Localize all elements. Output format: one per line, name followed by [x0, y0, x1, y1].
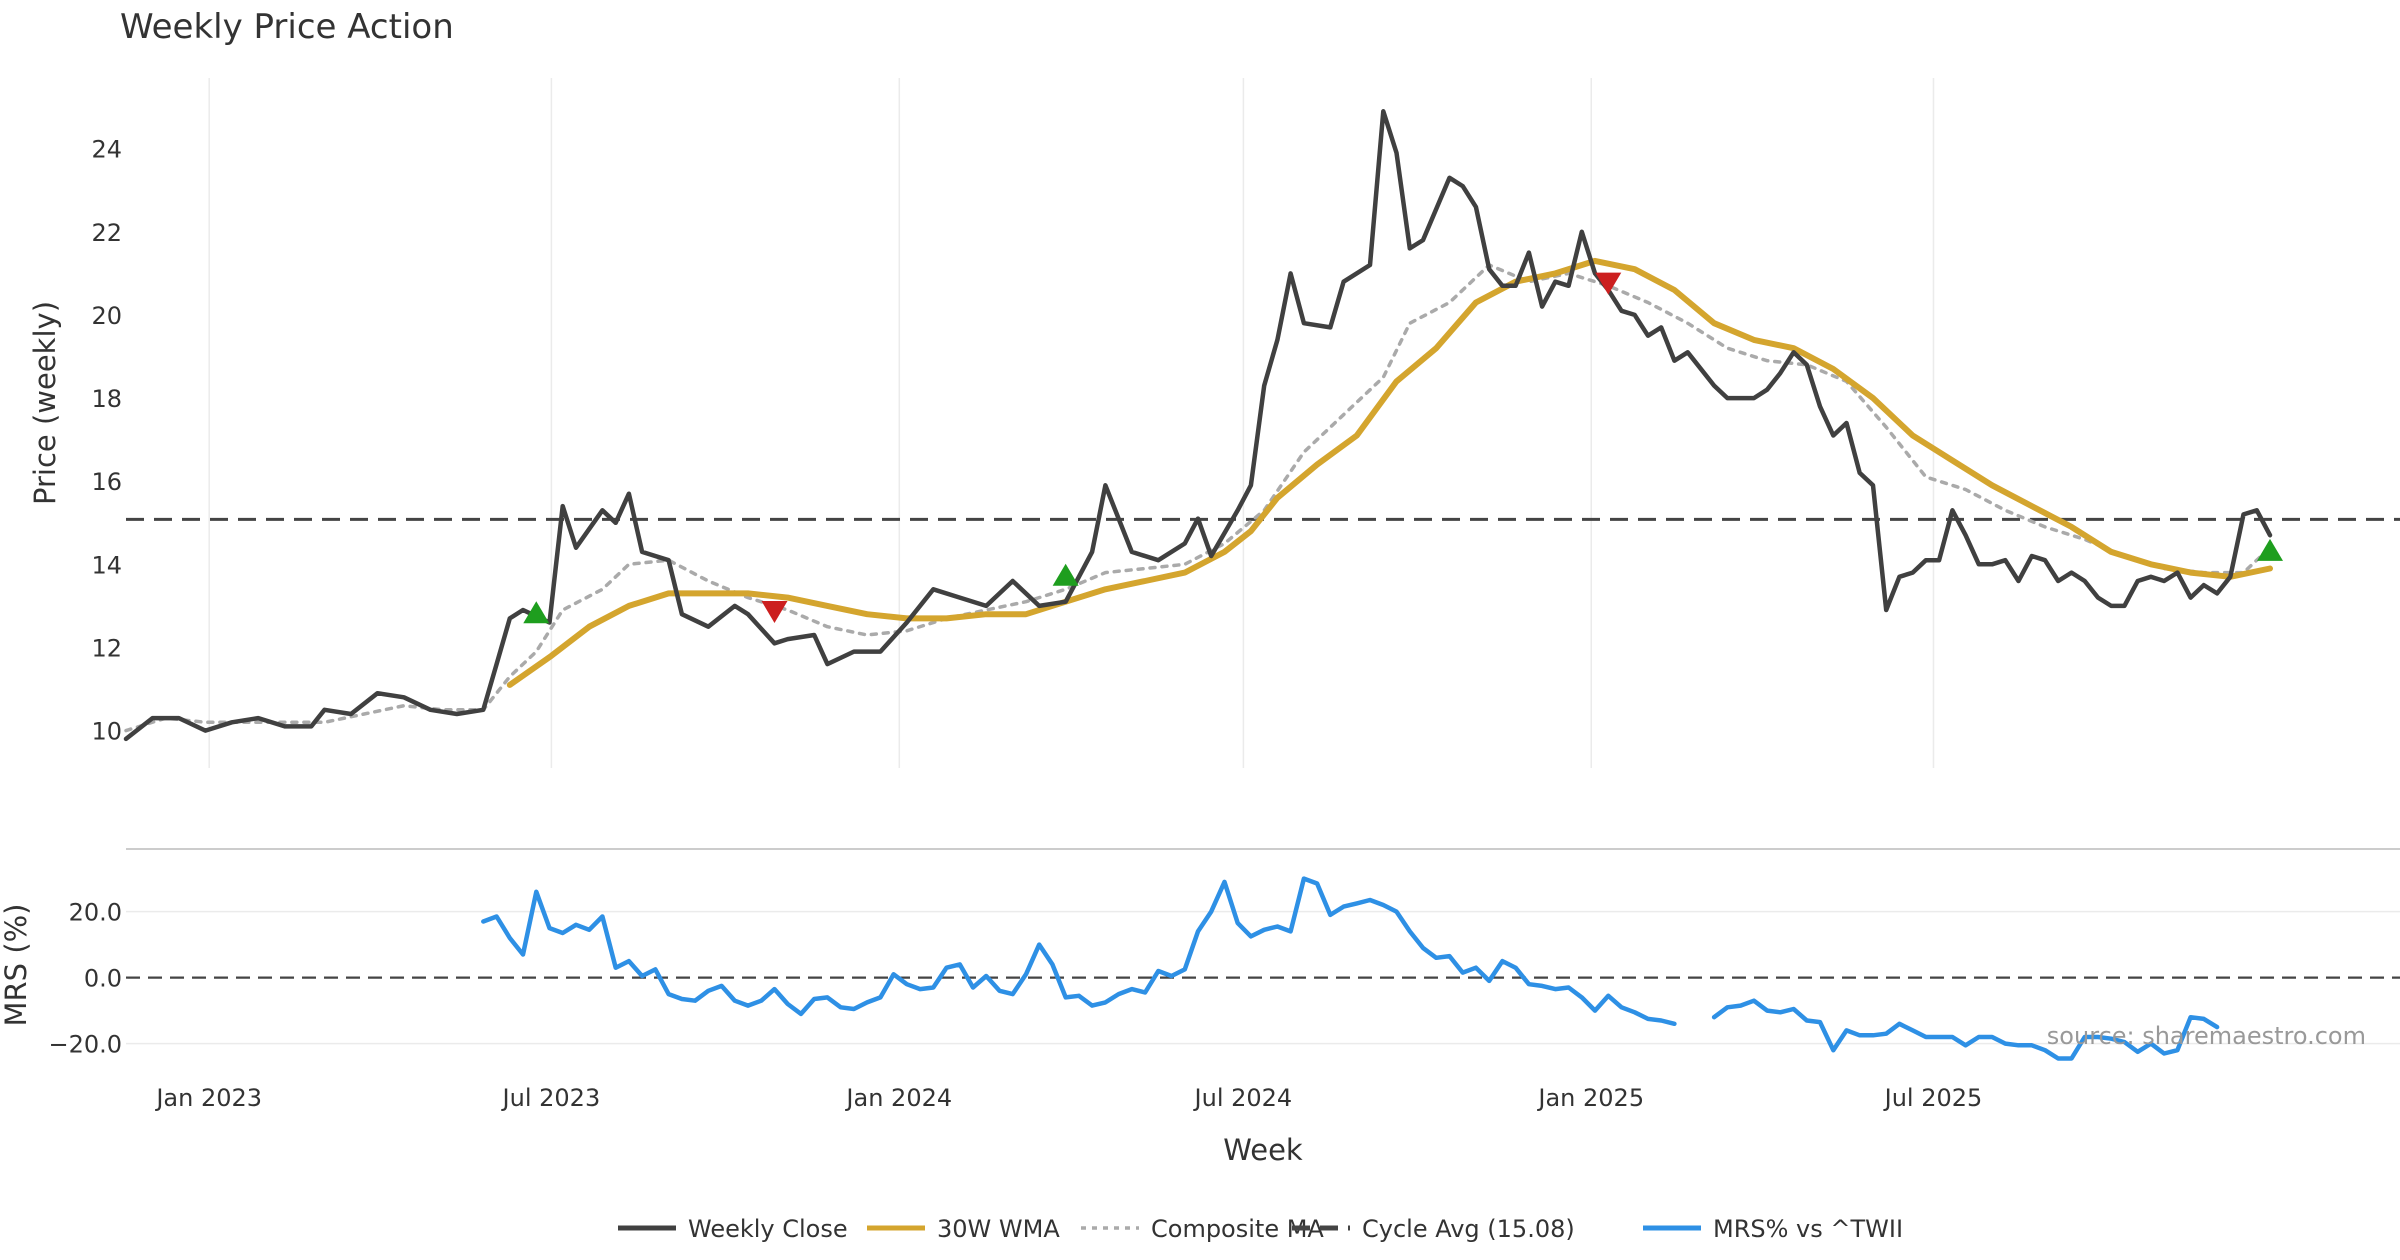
buy-signal-marker-4 [2257, 538, 2283, 561]
legend-label-0: Weekly Close [688, 1215, 848, 1243]
price-y-tick-7: 24 [91, 136, 122, 164]
mrs-y-tick-1: 0.0 [84, 965, 122, 993]
x-tick-label-1: Jul 2023 [501, 1084, 601, 1112]
x-tick-label-3: Jul 2024 [1193, 1084, 1293, 1112]
price-y-tick-6: 22 [91, 219, 122, 247]
series-mrs-segment-0 [481, 876, 1677, 1027]
series-weekly-close [123, 109, 2273, 742]
mrs-y-ticks: 20.0 0.0 −20.0 [48, 899, 2400, 1059]
x-tick-label-0: Jan 2023 [154, 1084, 262, 1112]
mrs-series [481, 876, 2220, 1061]
buy-signal-marker-0 [523, 601, 550, 624]
x-tick-label-2: Jan 2024 [844, 1084, 952, 1112]
price-y-tick-0: 10 [91, 718, 122, 746]
price-y-tick-2: 14 [91, 551, 122, 579]
series-mrs-segment-1 [1711, 998, 2220, 1061]
x-axis-ticks: Jan 2023 Jul 2023 Jan 2024 Jul 2024 Jan 2025… [154, 1084, 1982, 1112]
mrs-y-tick-2: −20.0 [48, 1031, 122, 1059]
sell-signal-marker-1 [761, 601, 788, 624]
legend-label-4: MRS% vs ^TWII [1713, 1215, 1903, 1243]
mrs-y-tick-0: 20.0 [69, 899, 122, 927]
legend-label-1: 30W WMA [937, 1215, 1060, 1243]
price-gridlines [208, 78, 1935, 768]
price-y-ticks: 10 12 14 16 18 20 22 24 [91, 136, 122, 746]
price-y-tick-3: 16 [91, 468, 122, 496]
series-composite-ma [124, 263, 2272, 733]
mrs-y-axis-label: MRS (%) [0, 904, 33, 1027]
series-30w-wma [506, 257, 2273, 688]
signal-markers [523, 272, 2283, 624]
source-note: source: sharemaestro.com [2047, 1022, 2366, 1050]
x-tick-label-5: Jul 2025 [1883, 1084, 1983, 1112]
sell-signal-marker-3 [1595, 272, 1622, 295]
price-y-tick-1: 12 [91, 634, 122, 662]
chart-title: Weekly Price Action [120, 7, 454, 47]
price-y-tick-4: 18 [91, 385, 122, 413]
x-axis-label: Week [1223, 1133, 1303, 1167]
price-y-tick-5: 20 [91, 302, 122, 330]
x-tick-label-4: Jan 2025 [1536, 1084, 1644, 1112]
legend-label-3: Cycle Avg (15.08) [1362, 1215, 1575, 1243]
price-series [123, 109, 2400, 742]
chart-legend: Weekly Close 30W WMA Composite MA Cycle Avg… [618, 1215, 1903, 1243]
buy-signal-marker-2 [1052, 563, 1079, 586]
price-y-axis-label: Price (weekly) [28, 301, 62, 505]
